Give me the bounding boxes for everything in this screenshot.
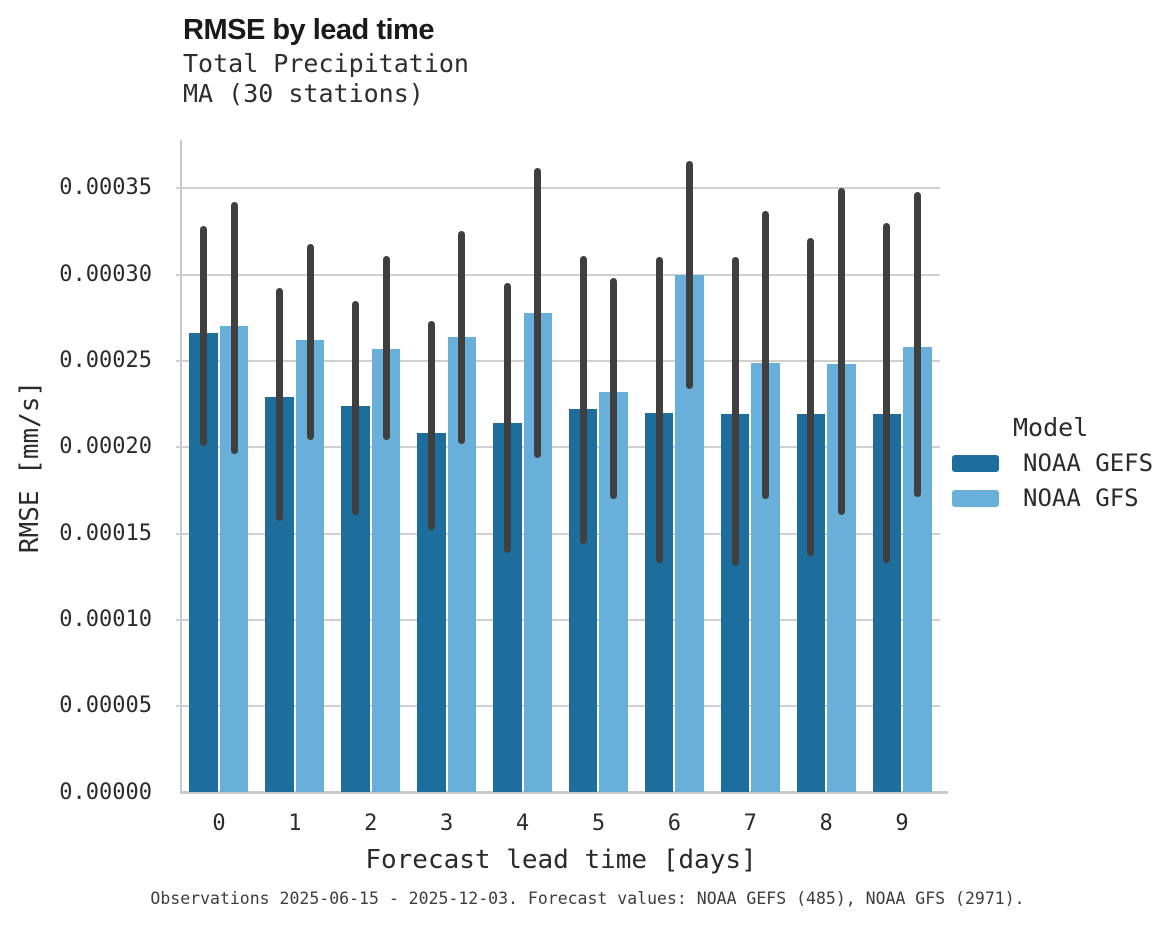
gridline	[175, 618, 940, 621]
y-tick-label: 0.00015	[59, 520, 152, 546]
error-bar-noaa-gfs-0	[230, 202, 238, 455]
gridline	[175, 446, 940, 449]
x-tick-label: 3	[440, 811, 454, 836]
chart-title: RMSE by lead time	[183, 14, 434, 46]
gridline	[175, 187, 940, 190]
error-bar-noaa-gfs-7	[762, 210, 769, 500]
gridline	[175, 532, 940, 535]
error-bar-noaa-gefs-1	[276, 288, 284, 522]
gridline	[175, 273, 940, 276]
error-bar-noaa-gefs-4	[503, 283, 511, 553]
x-tick-label: 9	[895, 811, 909, 836]
x-tick-label: 1	[288, 811, 302, 836]
y-tick-label: 0.00030	[59, 261, 152, 287]
error-bar-noaa-gefs-0	[200, 226, 208, 446]
error-bar-noaa-gefs-6	[655, 257, 663, 563]
gridline	[175, 705, 940, 708]
error-bar-noaa-gfs-3	[458, 231, 466, 444]
x-tick-label: 0	[212, 811, 226, 836]
legend-label-noaa-gfs: NOAA GFS	[1023, 484, 1139, 512]
y-tick-label: 0.00005	[59, 693, 152, 719]
legend-title: Model	[1013, 413, 1089, 442]
chart-subtitle-line2: MA (30 stations)	[183, 79, 424, 108]
error-bar-noaa-gfs-5	[610, 278, 618, 500]
error-bar-noaa-gfs-9	[913, 191, 921, 498]
x-tick-label: 2	[364, 811, 378, 836]
y-tick-label: 0.00035	[59, 175, 152, 201]
x-axis-spine	[180, 791, 948, 794]
error-bar-noaa-gefs-2	[352, 300, 359, 515]
gridline	[175, 359, 940, 362]
x-tick-label: 8	[819, 811, 833, 836]
error-bar-noaa-gefs-5	[579, 255, 587, 544]
x-tick-label: 7	[743, 811, 757, 836]
error-bar-noaa-gefs-8	[807, 238, 815, 556]
error-bar-noaa-gfs-6	[686, 160, 694, 389]
error-bar-noaa-gfs-8	[837, 188, 845, 515]
error-bar-noaa-gefs-9	[883, 222, 891, 563]
y-tick-label: 0.00010	[59, 606, 152, 632]
x-tick-label: 4	[515, 811, 530, 836]
x-tick-label: 6	[667, 811, 681, 836]
y-tick-label: 0.00025	[59, 347, 152, 373]
error-bar-noaa-gfs-2	[382, 255, 390, 441]
footnote: Observations 2025-06-15 - 2025-12-03. Fo…	[150, 889, 1025, 908]
error-bar-noaa-gfs-1	[306, 243, 314, 441]
error-bar-noaa-gefs-7	[731, 257, 739, 567]
chart-subtitle-line1: Total Precipitation	[183, 49, 469, 78]
legend-swatch-noaa-gefs	[952, 455, 999, 472]
x-axis-title: Forecast lead time [days]	[365, 845, 757, 875]
legend-swatch-noaa-gfs	[952, 490, 999, 507]
y-tick-label: 0.00000	[59, 779, 152, 805]
x-tick-label: 5	[591, 811, 606, 836]
error-bar-noaa-gfs-4	[534, 167, 542, 458]
y-tick-label: 0.00020	[59, 434, 152, 460]
error-bar-noaa-gefs-3	[427, 321, 435, 531]
y-axis-spine	[180, 140, 182, 793]
legend-label-noaa-gefs: NOAA GEFS	[1023, 449, 1154, 477]
